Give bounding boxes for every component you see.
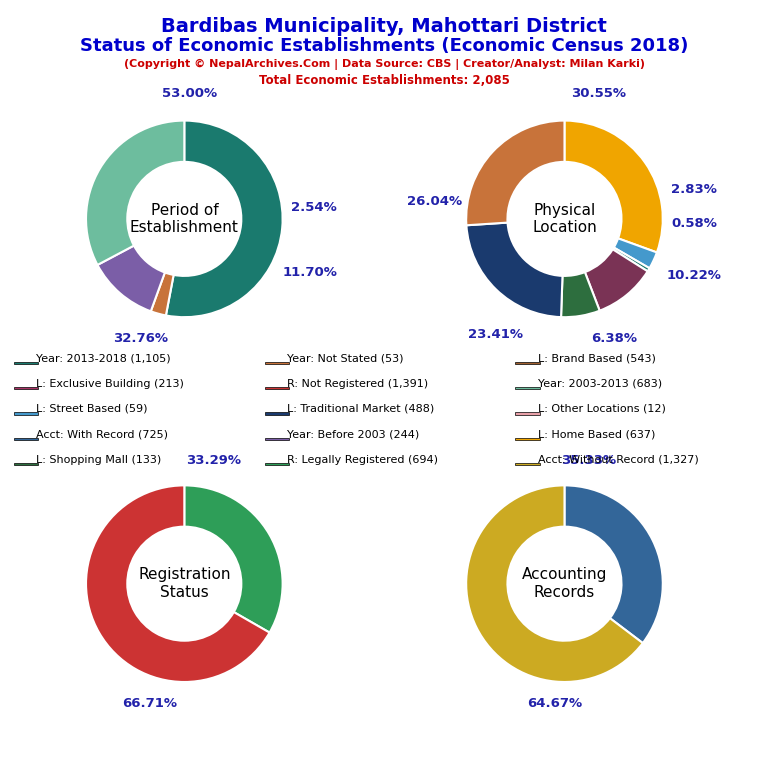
Text: 33.29%: 33.29% <box>187 455 241 467</box>
Bar <box>515 438 540 440</box>
Text: 64.67%: 64.67% <box>527 697 582 710</box>
Text: 0.58%: 0.58% <box>671 217 717 230</box>
Text: 2.54%: 2.54% <box>291 200 337 214</box>
Text: Total Economic Establishments: 2,085: Total Economic Establishments: 2,085 <box>259 74 509 88</box>
Text: L: Street Based (59): L: Street Based (59) <box>36 404 147 414</box>
Text: Bardibas Municipality, Mahottari District: Bardibas Municipality, Mahottari Distric… <box>161 17 607 36</box>
Wedge shape <box>564 121 663 253</box>
Bar <box>14 387 38 389</box>
Bar <box>515 387 540 389</box>
Text: L: Traditional Market (488): L: Traditional Market (488) <box>287 404 435 414</box>
Text: Acct: Without Record (1,327): Acct: Without Record (1,327) <box>538 455 699 465</box>
Text: R: Not Registered (1,391): R: Not Registered (1,391) <box>287 379 429 389</box>
Text: Year: 2013-2018 (1,105): Year: 2013-2018 (1,105) <box>36 353 171 363</box>
Bar <box>14 362 38 364</box>
Text: 66.71%: 66.71% <box>122 697 177 710</box>
Wedge shape <box>466 485 643 682</box>
Text: Year: Not Stated (53): Year: Not Stated (53) <box>287 353 404 363</box>
Text: Period of
Establishment: Period of Establishment <box>130 203 239 235</box>
Bar <box>265 362 289 364</box>
Bar <box>515 412 540 415</box>
Text: 35.33%: 35.33% <box>561 455 617 467</box>
Bar <box>515 463 540 465</box>
Bar <box>14 438 38 440</box>
Text: Year: 2003-2013 (683): Year: 2003-2013 (683) <box>538 379 662 389</box>
Wedge shape <box>613 247 650 271</box>
Bar <box>265 463 289 465</box>
Wedge shape <box>614 238 657 268</box>
Text: 2.83%: 2.83% <box>671 183 717 196</box>
Bar <box>515 362 540 364</box>
Text: 26.04%: 26.04% <box>407 194 462 207</box>
Text: L: Shopping Mall (133): L: Shopping Mall (133) <box>36 455 161 465</box>
Wedge shape <box>98 246 165 311</box>
Wedge shape <box>585 250 647 311</box>
Text: L: Brand Based (543): L: Brand Based (543) <box>538 353 656 363</box>
Text: Year: Before 2003 (244): Year: Before 2003 (244) <box>287 429 419 439</box>
Wedge shape <box>466 223 562 317</box>
Wedge shape <box>561 272 600 317</box>
Wedge shape <box>151 273 174 316</box>
Bar <box>265 387 289 389</box>
Text: 6.38%: 6.38% <box>591 333 637 346</box>
Text: 10.22%: 10.22% <box>667 270 722 283</box>
Text: Physical
Location: Physical Location <box>532 203 597 235</box>
Wedge shape <box>564 485 663 643</box>
Text: 23.41%: 23.41% <box>468 329 523 342</box>
Text: R: Legally Registered (694): R: Legally Registered (694) <box>287 455 439 465</box>
Wedge shape <box>466 121 564 225</box>
Text: 11.70%: 11.70% <box>283 266 338 280</box>
Text: 30.55%: 30.55% <box>571 87 627 100</box>
Text: L: Home Based (637): L: Home Based (637) <box>538 429 655 439</box>
Wedge shape <box>86 121 184 265</box>
Text: L: Other Locations (12): L: Other Locations (12) <box>538 404 666 414</box>
Text: Accounting
Records: Accounting Records <box>521 568 607 600</box>
Bar <box>265 438 289 440</box>
Wedge shape <box>184 485 283 633</box>
Bar <box>14 412 38 415</box>
Wedge shape <box>86 485 270 682</box>
Text: 32.76%: 32.76% <box>113 333 167 346</box>
Text: Registration
Status: Registration Status <box>138 568 230 600</box>
Wedge shape <box>166 121 283 317</box>
Text: Acct: With Record (725): Acct: With Record (725) <box>36 429 168 439</box>
Bar <box>265 412 289 415</box>
Text: L: Exclusive Building (213): L: Exclusive Building (213) <box>36 379 184 389</box>
Bar <box>14 463 38 465</box>
Text: Status of Economic Establishments (Economic Census 2018): Status of Economic Establishments (Econo… <box>80 37 688 55</box>
Text: 53.00%: 53.00% <box>162 87 217 100</box>
Text: (Copyright © NepalArchives.Com | Data Source: CBS | Creator/Analyst: Milan Karki: (Copyright © NepalArchives.Com | Data So… <box>124 59 644 70</box>
